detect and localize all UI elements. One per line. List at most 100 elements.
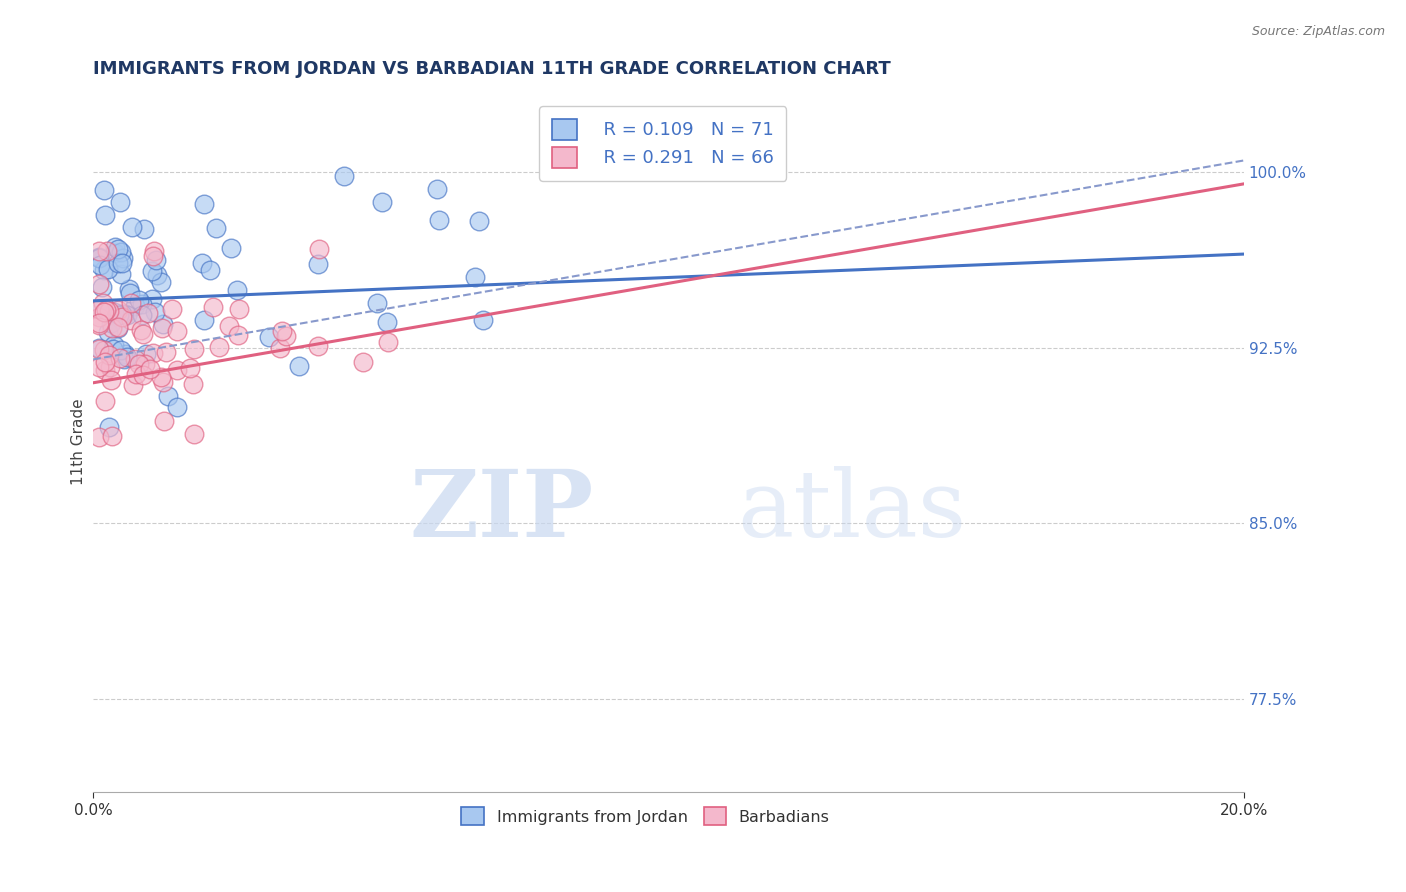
Point — [100, 360, 122, 375]
Point — [93, 305, 115, 319]
Point — [107, 308, 129, 322]
Y-axis label: 11th Grade: 11th Grade — [72, 398, 86, 484]
Point — [112, 252, 135, 266]
Point — [97, 326, 120, 340]
Point — [471, 313, 494, 327]
Point — [131, 309, 153, 323]
Point — [118, 285, 141, 300]
Point — [142, 249, 165, 263]
Point — [149, 369, 172, 384]
Point — [110, 268, 132, 282]
Point — [142, 346, 165, 360]
Point — [117, 309, 139, 323]
Point — [468, 214, 491, 228]
Point — [124, 351, 146, 366]
Point — [152, 414, 174, 428]
Point — [87, 318, 110, 332]
Point — [110, 343, 132, 357]
Point — [93, 263, 115, 277]
Point — [104, 246, 127, 260]
Point — [87, 316, 110, 330]
Point — [103, 305, 125, 319]
Point — [257, 329, 280, 343]
Point — [228, 302, 250, 317]
Point — [98, 304, 121, 318]
Point — [181, 376, 204, 391]
Point — [100, 373, 122, 387]
Point — [274, 328, 297, 343]
Point — [111, 255, 134, 269]
Point — [138, 306, 160, 320]
Point — [128, 357, 150, 371]
Point — [97, 261, 120, 276]
Point — [152, 375, 174, 389]
Point — [94, 363, 117, 377]
Point — [131, 297, 153, 311]
Point — [121, 220, 143, 235]
Point — [87, 430, 110, 444]
Point — [104, 240, 127, 254]
Point — [124, 299, 146, 313]
Point — [150, 321, 173, 335]
Point — [111, 307, 134, 321]
Point — [132, 326, 155, 341]
Point — [103, 342, 125, 356]
Point — [111, 310, 134, 324]
Point — [207, 340, 229, 354]
Point — [145, 253, 167, 268]
Point — [183, 426, 205, 441]
Point — [93, 394, 115, 409]
Point — [120, 295, 142, 310]
Point — [152, 318, 174, 332]
Point — [89, 259, 111, 273]
Point — [464, 269, 486, 284]
Point — [94, 208, 117, 222]
Point — [91, 279, 114, 293]
Point — [125, 368, 148, 382]
Point — [87, 244, 110, 258]
Point — [134, 347, 156, 361]
Point — [97, 348, 120, 362]
Point — [179, 361, 201, 376]
Point — [107, 320, 129, 334]
Point — [114, 307, 136, 321]
Point — [132, 368, 155, 383]
Text: Source: ZipAtlas.com: Source: ZipAtlas.com — [1251, 25, 1385, 38]
Point — [205, 221, 228, 235]
Point — [110, 244, 132, 259]
Point — [427, 213, 450, 227]
Point — [87, 302, 110, 317]
Point — [134, 357, 156, 371]
Point — [191, 256, 214, 270]
Point — [100, 316, 122, 330]
Point — [145, 305, 167, 319]
Point — [114, 347, 136, 361]
Point — [146, 268, 169, 282]
Point — [366, 296, 388, 310]
Point — [149, 275, 172, 289]
Point — [155, 345, 177, 359]
Point — [87, 251, 110, 265]
Point — [87, 360, 110, 375]
Point — [96, 244, 118, 258]
Point — [139, 362, 162, 376]
Text: IMMIGRANTS FROM JORDAN VS BARBADIAN 11TH GRADE CORRELATION CHART: IMMIGRANTS FROM JORDAN VS BARBADIAN 11TH… — [93, 60, 891, 78]
Point — [94, 354, 117, 368]
Point — [107, 303, 129, 318]
Point — [166, 401, 188, 415]
Point — [160, 301, 183, 316]
Point — [377, 335, 399, 350]
Point — [141, 264, 163, 278]
Point — [97, 420, 120, 434]
Point — [271, 324, 294, 338]
Point — [198, 262, 221, 277]
Point — [107, 242, 129, 256]
Point — [87, 341, 110, 355]
Point — [87, 310, 110, 324]
Point — [93, 343, 115, 357]
Point — [122, 377, 145, 392]
Point — [112, 351, 135, 366]
Point — [371, 194, 394, 209]
Point — [117, 351, 139, 365]
Point — [307, 257, 329, 271]
